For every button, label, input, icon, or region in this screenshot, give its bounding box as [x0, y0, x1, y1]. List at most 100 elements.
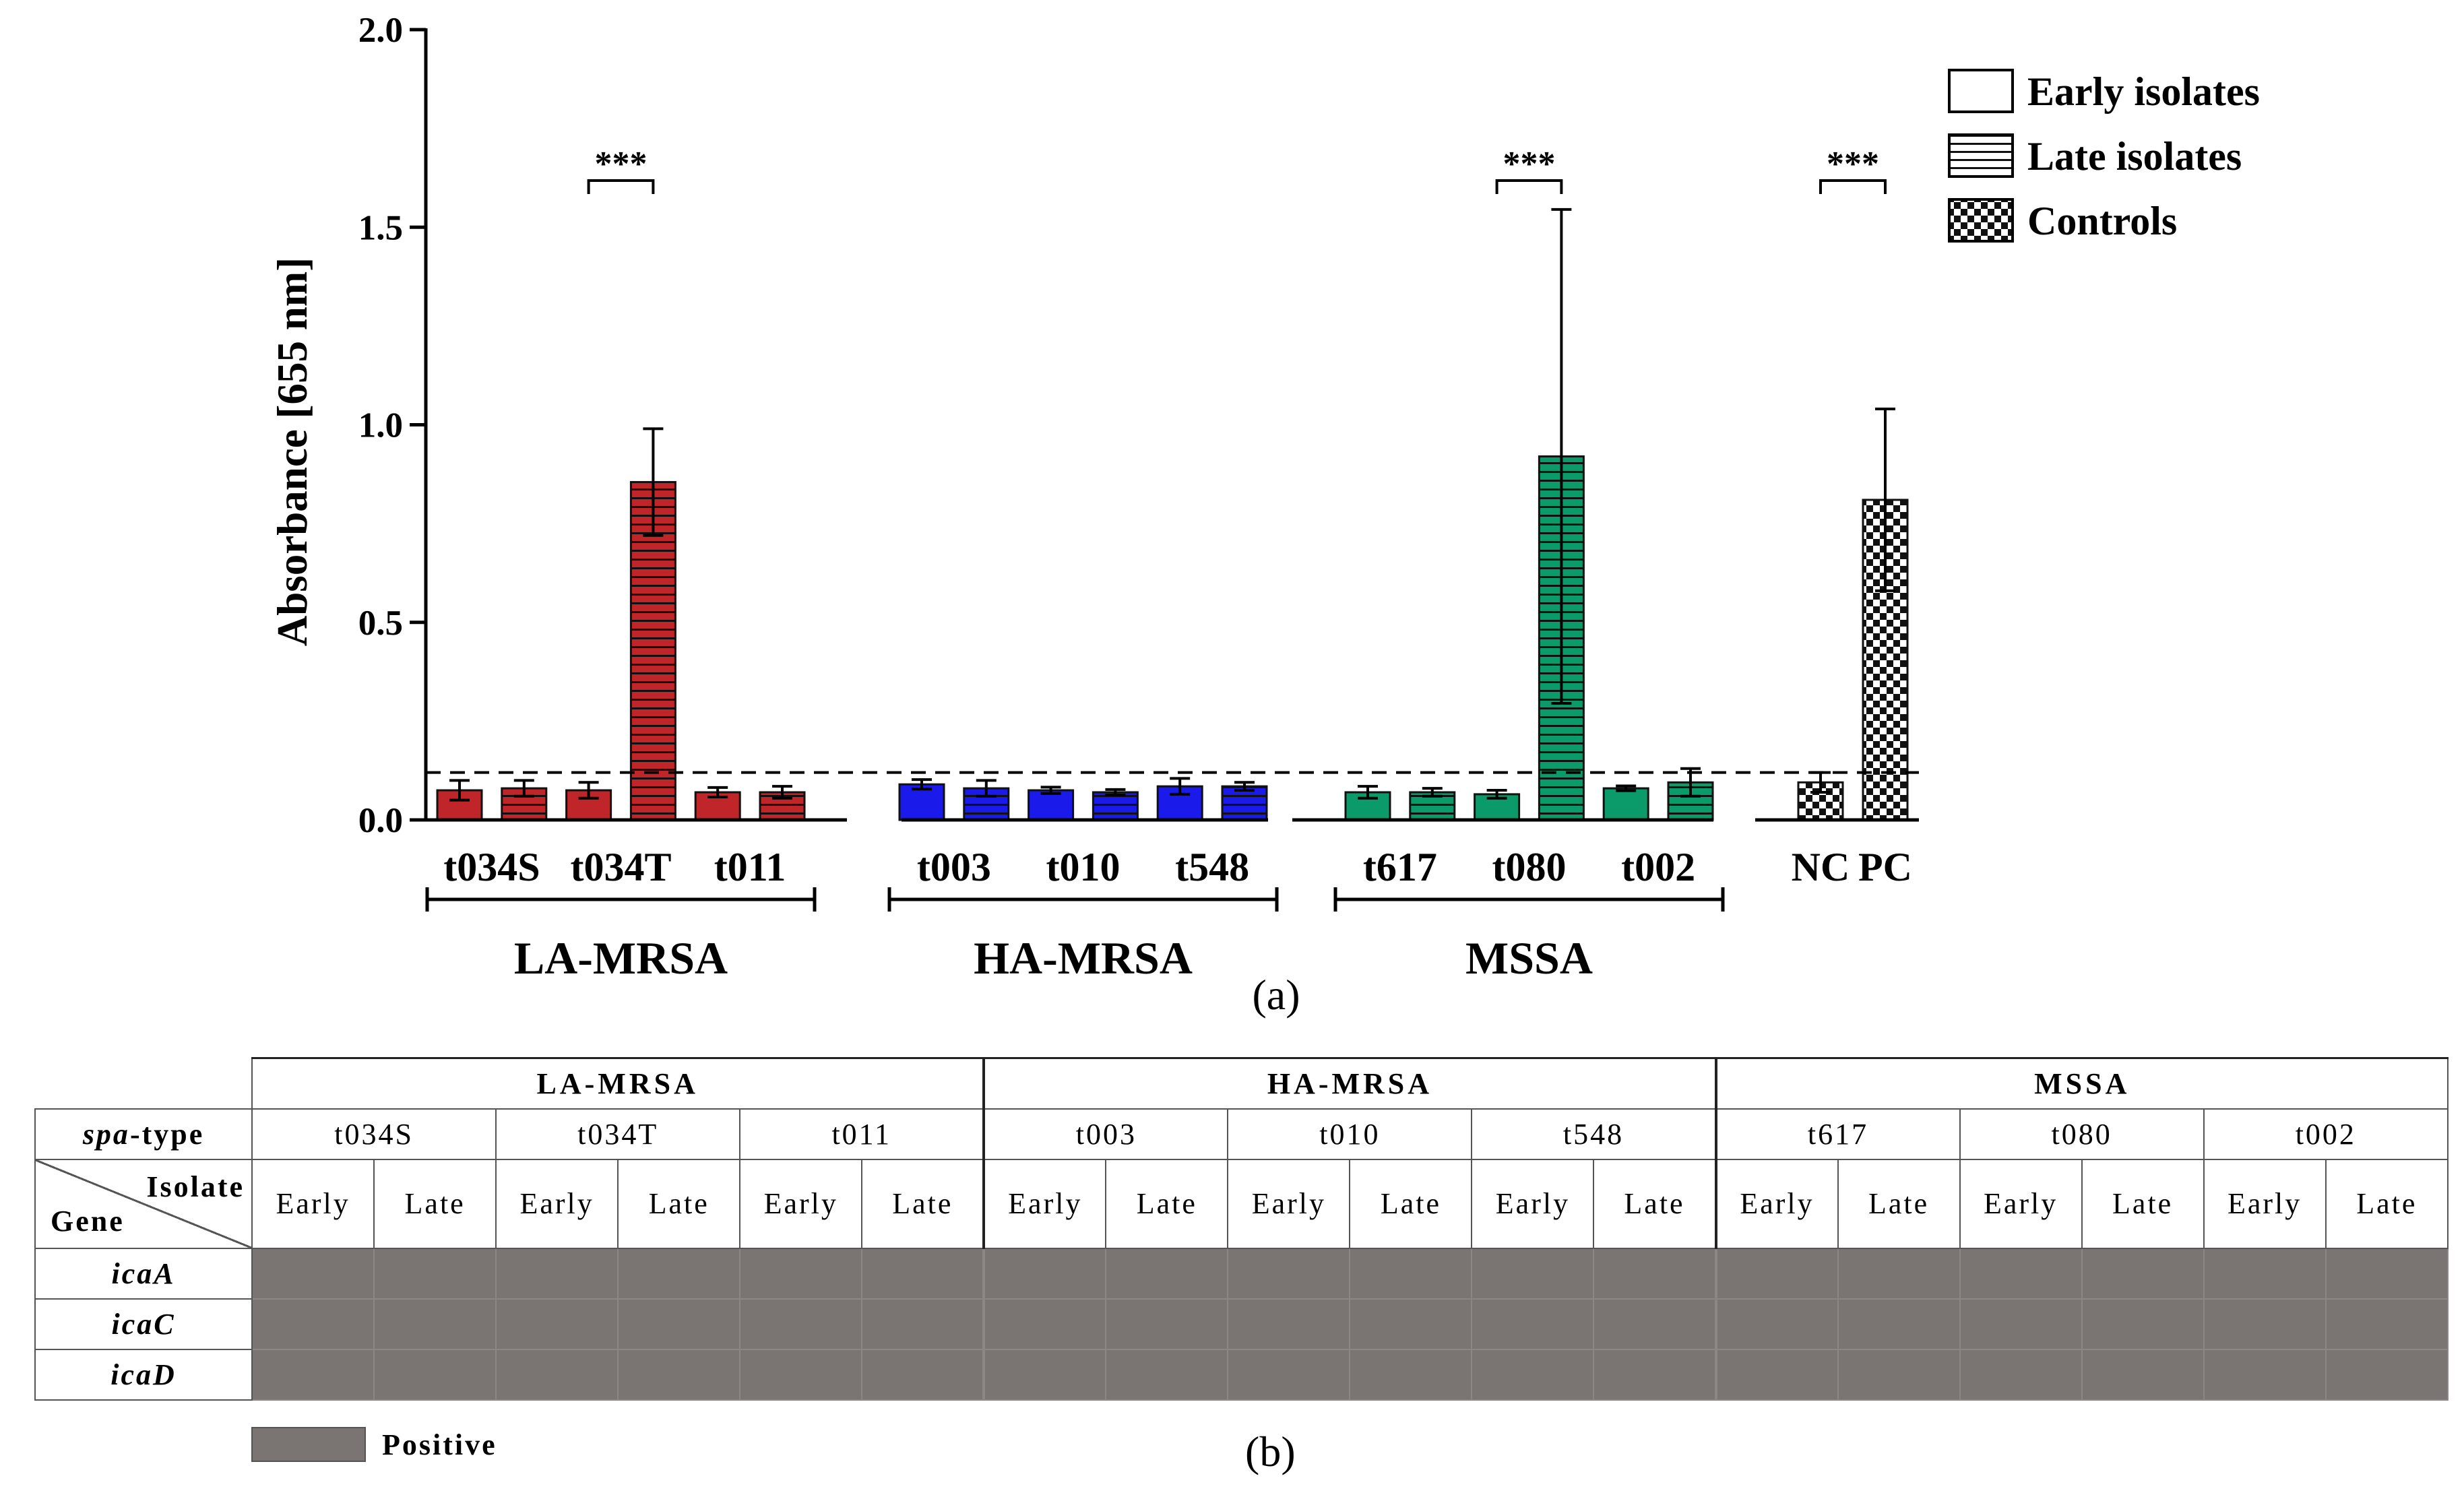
bar-early-t002 [1602, 787, 1649, 821]
positive-cell [2203, 1298, 2327, 1350]
bar-late-t548 [1221, 785, 1268, 821]
positive-cell [2081, 1247, 2205, 1300]
ica-gene-table: LA-MRSA HA-MRSA MSSA spa-type t034S t034… [34, 1056, 2449, 1401]
gene-row: icaC [34, 1298, 2449, 1350]
significance-bracket [1819, 179, 1887, 194]
category-label-t034S: t034S [443, 845, 540, 889]
spa-type-cell: t080 [1959, 1108, 2205, 1160]
positive-cell [617, 1247, 741, 1300]
positive-cell [1593, 1247, 1717, 1300]
table-isolate-row: Isolate Gene Early Late Early Late Early Late… [34, 1158, 2449, 1249]
axes-layer [410, 28, 1919, 912]
positive-cell [1959, 1298, 2083, 1350]
spa-type-cell: t548 [1471, 1108, 1717, 1160]
positive-cell [1227, 1298, 1351, 1350]
bar-late-t010 [1092, 791, 1139, 821]
positive-legend: Positive [251, 1427, 497, 1462]
y-axis-label: Absorbance [655 nm] [269, 257, 316, 647]
gene-label: Gene [51, 1204, 125, 1238]
positive-cell [1714, 1298, 1839, 1350]
isolate-late-header: Late [1837, 1158, 1961, 1249]
positive-cell [2203, 1247, 2327, 1300]
y-tick-label: 2.0 [358, 11, 403, 50]
positive-cell [739, 1247, 863, 1300]
spa-type-cell: t002 [2203, 1108, 2449, 1160]
gene-row: icaD [34, 1348, 2449, 1401]
positive-label: Positive [382, 1428, 497, 1461]
spa-type-cell: t034S [251, 1108, 497, 1160]
positive-cell [2325, 1348, 2449, 1401]
positive-cell [982, 1247, 1107, 1300]
gene-name: icaD [34, 1348, 253, 1401]
positive-cell [1105, 1348, 1229, 1401]
category-label-NC: NC [1792, 845, 1850, 889]
y-tick-label: 0.5 [358, 604, 403, 643]
positive-cell [2081, 1348, 2205, 1401]
positive-cell [1349, 1298, 1473, 1350]
gene-name: icaA [34, 1247, 253, 1300]
isolate-late-header: Late [1349, 1158, 1473, 1249]
positive-cell [1593, 1298, 1717, 1350]
significance-label: *** [1827, 145, 1879, 183]
table-group-header: MSSA [1714, 1056, 2449, 1110]
positive-cell [739, 1298, 863, 1350]
group-label: MSSA [1465, 932, 1593, 984]
positive-cell [1227, 1247, 1351, 1300]
positive-cell [2081, 1298, 2205, 1350]
positive-cell [739, 1348, 863, 1401]
positive-cell [1349, 1247, 1473, 1300]
legend-label: Early isolates [2027, 69, 2260, 114]
bar-chart: 0.0 0.5 1.0 1.5 2.0 Absorbance [655 nm] t034S t… [269, 11, 2260, 1019]
significance-label: *** [1503, 145, 1556, 183]
spa-type-header: spa-type [34, 1108, 253, 1160]
legend-label: Controls [2027, 199, 2177, 243]
positive-cell [373, 1298, 497, 1350]
positive-cell [495, 1247, 619, 1300]
table-corner-blank [35, 1058, 253, 1110]
positive-cell [373, 1348, 497, 1401]
positive-cell [861, 1247, 985, 1300]
category-label-t034T: t034T [571, 845, 672, 889]
group-label: HA-MRSA [974, 932, 1193, 984]
positive-swatch [251, 1427, 366, 1462]
isolate-late-header: Late [617, 1158, 741, 1249]
isolate-late-header: Late [2081, 1158, 2205, 1249]
positive-cell [861, 1348, 985, 1401]
y-tick-label: 0.0 [358, 801, 403, 840]
positive-cell [495, 1298, 619, 1350]
positive-cell [1471, 1298, 1595, 1350]
significance-bracket [587, 179, 655, 194]
bar-early-t010 [1028, 789, 1075, 821]
category-label-t003: t003 [917, 845, 991, 889]
legend-swatch [1948, 69, 2014, 113]
isolate-early-header: Early [1227, 1158, 1351, 1249]
positive-cell [1593, 1348, 1717, 1401]
positive-cell [1959, 1348, 2083, 1401]
positive-cell [1714, 1247, 1839, 1300]
spa-type-cell: t617 [1714, 1108, 1961, 1160]
panel-label-a: (a) [1252, 971, 1300, 1019]
category-label-PC: PC [1858, 845, 1912, 889]
category-label-t617: t617 [1363, 845, 1437, 889]
positive-cell [982, 1348, 1107, 1401]
isolate-early-header: Early [1714, 1158, 1839, 1249]
positive-cell [1837, 1247, 1961, 1300]
isolate-late-header: Late [373, 1158, 497, 1249]
category-label-t548: t548 [1175, 845, 1249, 889]
isolate-late-header: Late [861, 1158, 985, 1249]
spa-type-cell: t003 [982, 1108, 1229, 1160]
isolate-early-header: Early [251, 1158, 375, 1249]
group-label: LA-MRSA [514, 932, 728, 984]
significance-bracket [1495, 179, 1563, 194]
spa-type-cell: t034T [495, 1108, 741, 1160]
isolate-early-header: Early [739, 1158, 863, 1249]
category-label-t080: t080 [1492, 845, 1567, 889]
isolate-gene-corner: Isolate Gene [34, 1158, 253, 1249]
labels-layer: 0.0 0.5 1.0 1.5 2.0 Absorbance [655 nm] t034S t… [269, 11, 1912, 1019]
positive-cell [251, 1298, 375, 1350]
isolate-early-header: Early [1959, 1158, 2083, 1249]
panel-label-b: (b) [1245, 1428, 1296, 1475]
positive-cell [1349, 1348, 1473, 1401]
positive-cell [982, 1298, 1107, 1350]
isolate-early-header: Early [495, 1158, 619, 1249]
